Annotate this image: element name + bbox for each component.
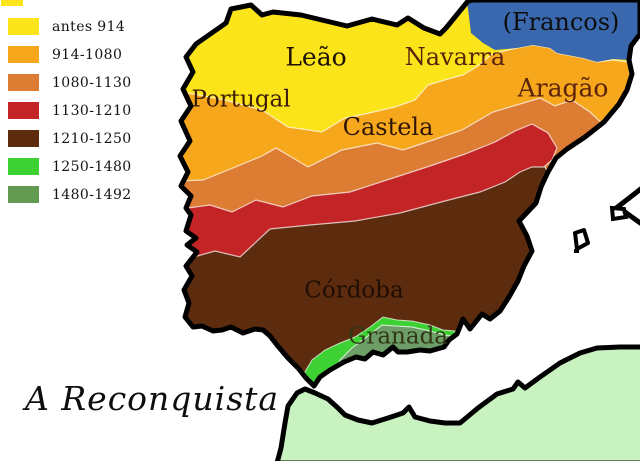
label-aragao: Aragão: [517, 73, 609, 103]
legend-row-914-1080: 914-1080: [8, 46, 178, 63]
label-cordoba: Córdoba: [304, 277, 404, 304]
legend-partial-swatch: [1, 0, 23, 6]
legend-row-1480-1492: 1480-1492: [8, 186, 178, 203]
page-title: A Reconquista: [25, 379, 280, 418]
legend: antes 914 914-1080 1080-1130 1130-1210 1…: [8, 0, 178, 203]
legend-row-antes-914: antes 914: [8, 18, 178, 35]
legend-row-1080-1130: 1080-1130: [8, 74, 178, 91]
legend-label: antes 914: [52, 18, 126, 35]
label-francos: (Francos): [502, 8, 620, 36]
island-formentera: [574, 249, 579, 253]
legend-label: 914-1080: [52, 46, 123, 63]
legend-row-1210-1250: 1210-1250: [8, 130, 178, 147]
legend-swatch-1210-1250: [8, 130, 39, 147]
legend-label: 1250-1480: [52, 158, 132, 175]
region-francos: [467, 0, 640, 62]
label-leao: Leão: [285, 42, 347, 72]
label-navarra: Navarra: [404, 43, 506, 71]
legend-swatch-antes-914: [8, 18, 39, 35]
legend-label: 1210-1250: [52, 130, 132, 147]
label-castela: Castela: [342, 113, 434, 141]
legend-row-1250-1480: 1250-1480: [8, 158, 178, 175]
legend-row-1130-1210: 1130-1210: [8, 102, 178, 119]
legend-swatch-1480-1492: [8, 186, 39, 203]
legend-label: 1130-1210: [52, 102, 132, 119]
legend-swatch-1250-1480: [8, 158, 39, 175]
peninsula-outline: [177, 0, 640, 389]
label-portugal: Portugal: [191, 86, 291, 113]
legend-label: 1080-1130: [52, 74, 132, 91]
legend-label: 1480-1492: [52, 186, 132, 203]
label-granada: Granada: [347, 323, 449, 350]
island-ibiza: [573, 228, 590, 251]
island-mallorca: [609, 186, 640, 226]
legend-swatch-1080-1130: [8, 74, 39, 91]
region-north-africa: [274, 344, 640, 461]
legend-swatch-1130-1210: [8, 102, 39, 119]
legend-swatch-914-1080: [8, 46, 39, 63]
